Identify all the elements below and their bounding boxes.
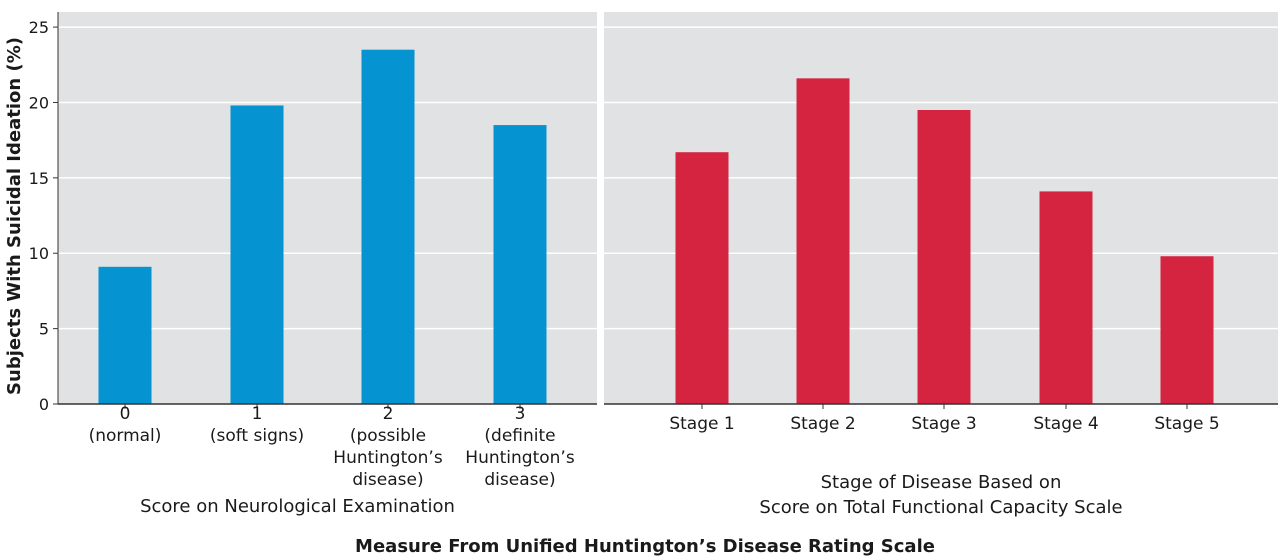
left-category-label-line: disease) [352, 470, 423, 490]
right-category-label: Stage 1 [669, 414, 734, 434]
left-x-axis-title: Score on Neurological Examination [140, 496, 455, 517]
left-category-label-line: 2 [383, 404, 394, 424]
y-tick-label: 15 [29, 169, 49, 188]
left-category-label: 0 (normal) [89, 404, 162, 446]
overall-x-axis-label: Measure From Unified Huntington’s Diseas… [355, 536, 935, 557]
left-bar [230, 105, 284, 404]
left-category-label-line: disease) [484, 470, 555, 490]
right-x-axis-title-line: Score on Total Functional Capacity Scale [759, 497, 1122, 518]
left-category-label-line: 3 [515, 404, 526, 424]
right-bar [1160, 256, 1214, 404]
left-category-label-line: (definite [484, 426, 555, 446]
y-tick-label: 20 [29, 93, 49, 112]
y-tick-label: 10 [29, 244, 49, 263]
right-category-label-line: Stage 1 [669, 414, 734, 434]
left-category-label: 2 (possible Huntington’s disease) [333, 404, 443, 490]
left-category-label: 3 (definite Huntington’s disease) [465, 404, 575, 490]
right-category-label: Stage 2 [790, 414, 855, 434]
right-category-label-line: Stage 2 [790, 414, 855, 434]
right-category-label-line: Stage 5 [1154, 414, 1219, 434]
right-category-label-line: Stage 3 [911, 414, 976, 434]
y-tick-label: 5 [39, 320, 49, 339]
left-bar [361, 49, 415, 404]
y-tick-label: 0 [39, 395, 49, 414]
right-x-axis-title: Stage of Disease Based on Score on Total … [759, 472, 1122, 518]
left-category-label-line: (soft signs) [210, 426, 304, 446]
left-category-label-line: (possible [350, 426, 426, 446]
right-category-label: Stage 3 [911, 414, 976, 434]
left-bar [98, 266, 152, 404]
left-category-label: 1 (soft signs) [210, 404, 304, 446]
right-bar [796, 78, 850, 404]
left-category-label-line: 0 [120, 404, 131, 424]
left-category-label-line: Huntington’s [333, 448, 443, 468]
left-category-label-line: (normal) [89, 426, 162, 446]
left-category-label-line: Huntington’s [465, 448, 575, 468]
right-bar [1039, 191, 1093, 404]
y-tick-label: 25 [29, 18, 49, 37]
right-category-label: Stage 4 [1033, 414, 1098, 434]
right-category-label-line: Stage 4 [1033, 414, 1098, 434]
left-bar [493, 125, 547, 405]
right-panel: Stage 1 Stage 2 Stage 3 Stage 4 Stage 5 Stage… [604, 12, 1278, 518]
right-category-label: Stage 5 [1154, 414, 1219, 434]
right-bar [917, 110, 971, 404]
left-category-label-line: 1 [252, 404, 263, 424]
y-axis-label: Subjects With Suicidal Ideation (%) [4, 37, 25, 395]
right-x-axis-title-line: Stage of Disease Based on [821, 472, 1062, 493]
left-x-axis-title-line: Score on Neurological Examination [140, 496, 455, 517]
right-bar [675, 152, 729, 404]
